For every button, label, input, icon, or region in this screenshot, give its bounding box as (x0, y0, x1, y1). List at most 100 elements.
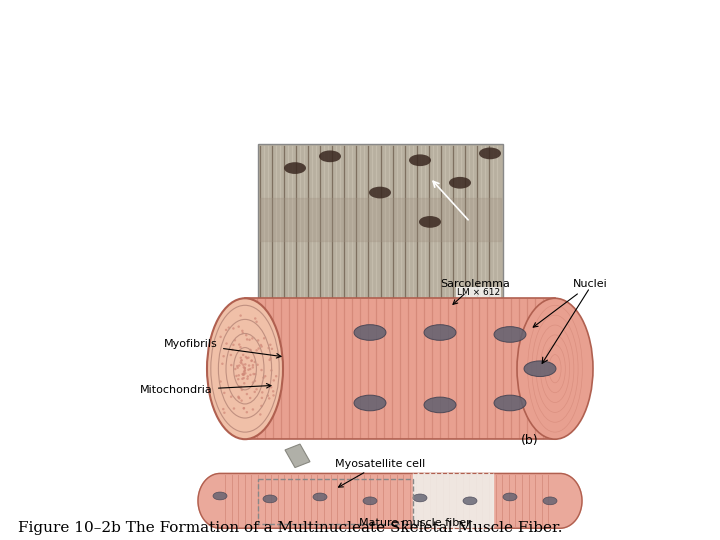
Ellipse shape (220, 336, 222, 338)
Ellipse shape (252, 364, 254, 367)
Text: LM × 612: LM × 612 (457, 288, 500, 297)
Ellipse shape (233, 407, 235, 410)
Ellipse shape (419, 216, 441, 228)
Ellipse shape (253, 380, 256, 382)
Ellipse shape (252, 373, 255, 375)
Ellipse shape (354, 325, 386, 340)
Ellipse shape (252, 408, 254, 411)
Ellipse shape (240, 359, 243, 362)
Ellipse shape (272, 394, 275, 397)
Ellipse shape (261, 391, 264, 394)
Ellipse shape (240, 356, 242, 359)
Ellipse shape (238, 364, 240, 367)
Ellipse shape (231, 348, 234, 351)
Ellipse shape (242, 332, 244, 334)
Ellipse shape (240, 386, 243, 388)
Text: Nuclei: Nuclei (534, 280, 608, 327)
Ellipse shape (245, 356, 247, 358)
Ellipse shape (543, 497, 557, 505)
Text: Myosatellite cell: Myosatellite cell (335, 458, 425, 487)
Ellipse shape (240, 361, 242, 363)
Ellipse shape (242, 374, 245, 376)
Ellipse shape (240, 389, 243, 391)
Ellipse shape (270, 386, 272, 388)
Ellipse shape (313, 493, 327, 501)
Ellipse shape (256, 363, 258, 366)
Text: Sarcolemma: Sarcolemma (440, 280, 510, 305)
Ellipse shape (243, 382, 246, 384)
Ellipse shape (240, 400, 243, 402)
Ellipse shape (238, 396, 240, 399)
Ellipse shape (424, 397, 456, 413)
Text: Skeletal Muscle Fibers: Skeletal Muscle Fibers (150, 22, 570, 56)
Ellipse shape (259, 413, 261, 416)
Ellipse shape (268, 397, 271, 400)
Ellipse shape (247, 368, 250, 371)
Ellipse shape (271, 348, 273, 350)
Ellipse shape (266, 394, 269, 397)
Text: Mature muscle fiber: Mature muscle fiber (359, 518, 471, 529)
Ellipse shape (269, 343, 271, 346)
Ellipse shape (270, 369, 273, 372)
Ellipse shape (251, 337, 253, 340)
Ellipse shape (243, 366, 245, 368)
Ellipse shape (236, 365, 238, 367)
Ellipse shape (239, 346, 242, 348)
Ellipse shape (223, 392, 225, 394)
Polygon shape (285, 444, 310, 468)
Ellipse shape (262, 376, 265, 379)
Ellipse shape (234, 368, 236, 370)
Ellipse shape (251, 360, 253, 362)
Ellipse shape (230, 354, 232, 356)
Ellipse shape (251, 359, 253, 362)
Ellipse shape (238, 343, 240, 346)
Ellipse shape (238, 385, 240, 388)
Ellipse shape (240, 362, 243, 365)
Ellipse shape (240, 359, 243, 362)
Ellipse shape (479, 147, 501, 159)
Ellipse shape (243, 370, 246, 372)
Text: (b): (b) (521, 434, 539, 447)
Ellipse shape (221, 362, 224, 365)
Ellipse shape (242, 373, 244, 376)
Ellipse shape (246, 393, 248, 395)
Ellipse shape (363, 497, 377, 505)
Ellipse shape (246, 411, 248, 414)
Ellipse shape (243, 377, 245, 379)
Ellipse shape (238, 374, 240, 376)
Ellipse shape (246, 338, 248, 341)
Ellipse shape (244, 372, 246, 375)
Text: Figure 10–2b The Formation of a Multinucleate Skeletal Muscle Fiber.: Figure 10–2b The Formation of a Multinuc… (18, 521, 562, 535)
Text: Myofibrils: Myofibrils (164, 339, 281, 358)
Ellipse shape (239, 314, 242, 317)
Ellipse shape (257, 347, 260, 350)
Ellipse shape (249, 368, 251, 370)
Ellipse shape (284, 162, 306, 174)
Ellipse shape (257, 339, 259, 342)
Ellipse shape (225, 329, 228, 331)
Ellipse shape (232, 327, 235, 330)
Bar (258, 144, 503, 300)
Ellipse shape (354, 395, 386, 411)
Ellipse shape (244, 363, 246, 366)
Ellipse shape (238, 395, 240, 398)
Ellipse shape (222, 408, 225, 410)
Ellipse shape (263, 495, 277, 503)
Ellipse shape (319, 151, 341, 162)
Ellipse shape (246, 375, 249, 377)
Ellipse shape (524, 361, 556, 376)
Ellipse shape (254, 318, 256, 320)
Ellipse shape (238, 397, 240, 400)
Ellipse shape (243, 369, 246, 372)
Ellipse shape (243, 367, 246, 369)
Ellipse shape (494, 395, 526, 411)
Ellipse shape (263, 337, 266, 340)
Ellipse shape (248, 339, 251, 341)
Ellipse shape (243, 367, 246, 369)
Ellipse shape (243, 407, 246, 409)
Ellipse shape (230, 364, 233, 366)
Ellipse shape (236, 367, 239, 369)
Ellipse shape (245, 334, 248, 336)
Ellipse shape (241, 377, 243, 380)
Ellipse shape (241, 373, 244, 375)
